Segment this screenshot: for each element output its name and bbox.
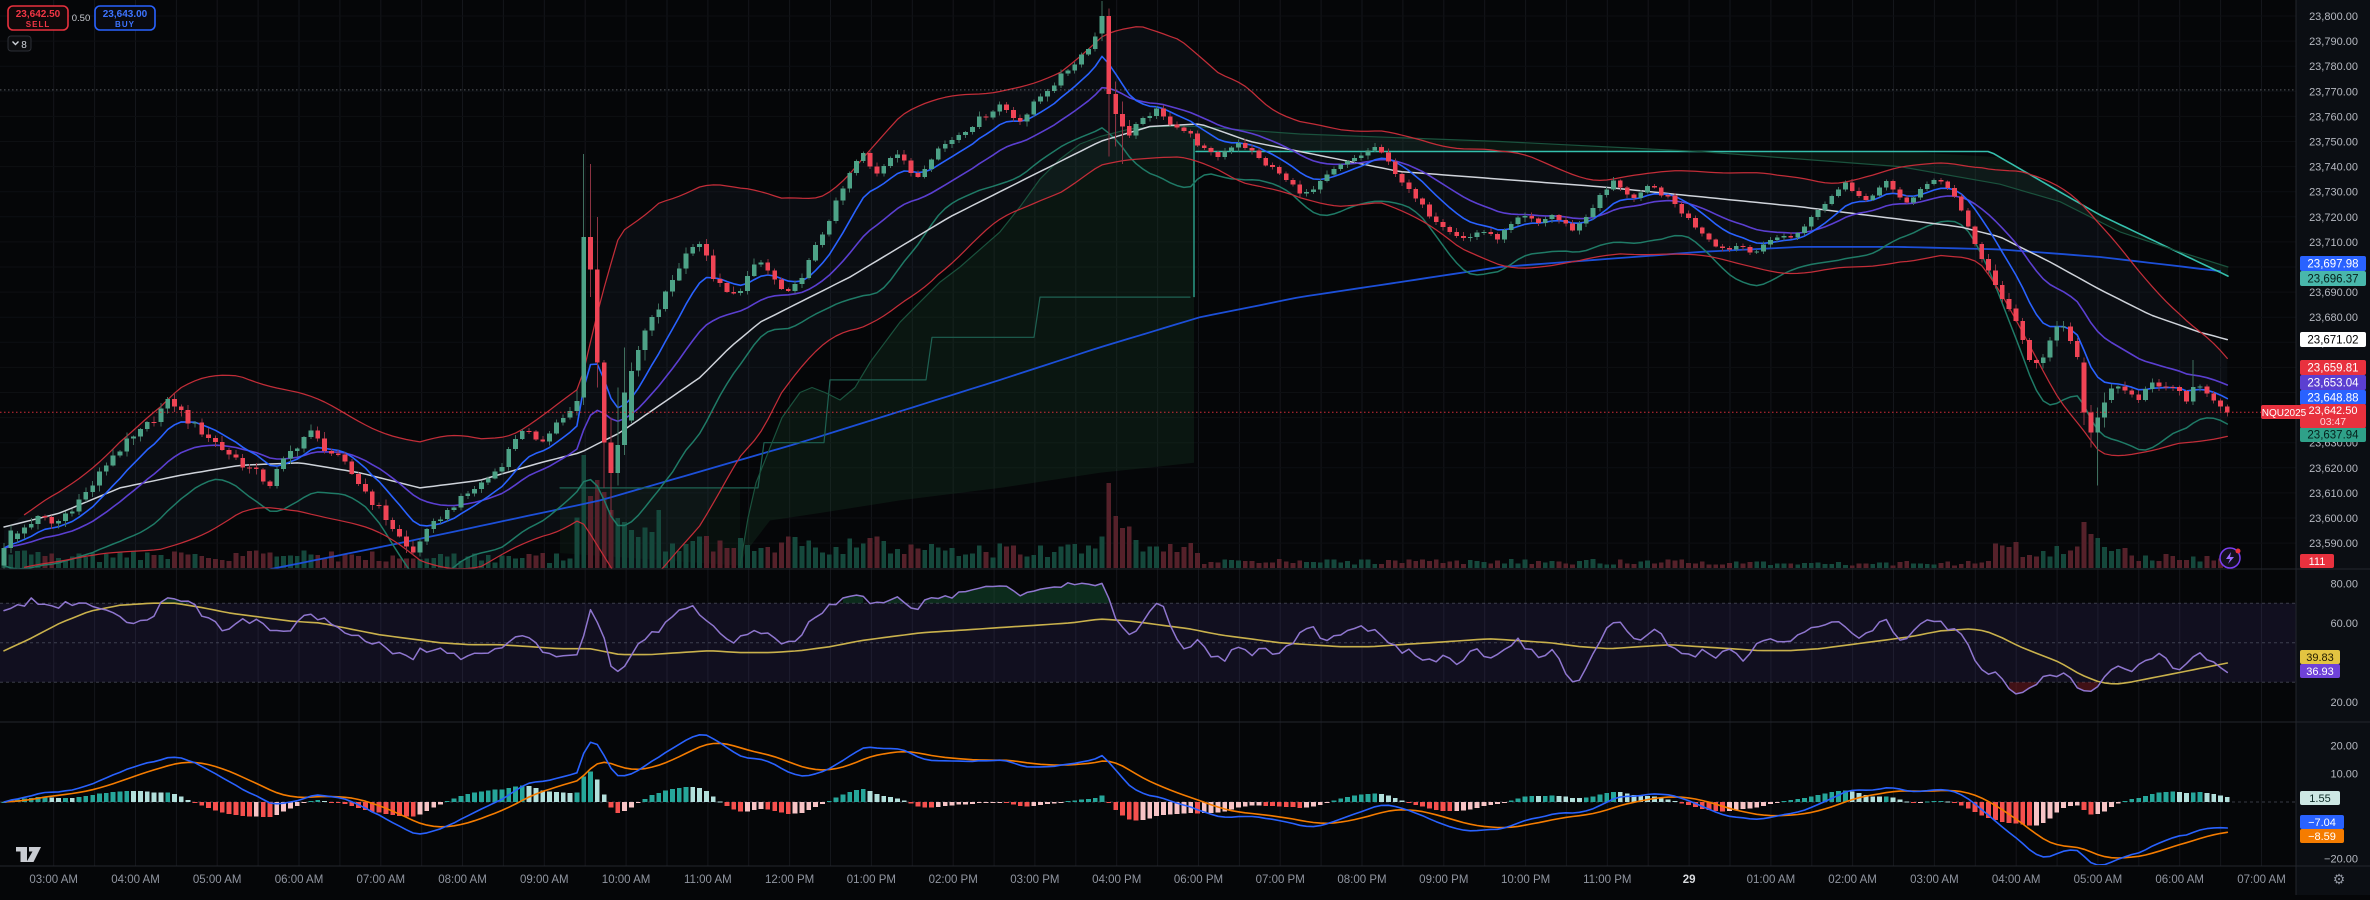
svg-text:03:00 AM: 03:00 AM	[1910, 874, 1959, 886]
svg-text:23,790.00: 23,790.00	[2309, 36, 2358, 48]
svg-text:1.55: 1.55	[2309, 793, 2330, 805]
svg-text:23,697.98: 23,697.98	[2307, 259, 2358, 271]
svg-text:20.00: 20.00	[2330, 697, 2358, 709]
svg-text:23,770.00: 23,770.00	[2309, 86, 2358, 98]
svg-text:10.00: 10.00	[2330, 769, 2358, 781]
svg-text:11:00 PM: 11:00 PM	[1583, 874, 1631, 886]
svg-text:12:00 PM: 12:00 PM	[765, 874, 814, 886]
svg-text:23,590.00: 23,590.00	[2309, 538, 2358, 550]
svg-text:−8.59: −8.59	[2308, 831, 2336, 843]
svg-text:23,642.50: 23,642.50	[16, 9, 61, 20]
svg-text:23,610.00: 23,610.00	[2309, 488, 2358, 500]
svg-text:08:00 PM: 08:00 PM	[1337, 874, 1386, 886]
svg-text:23,690.00: 23,690.00	[2309, 287, 2358, 299]
svg-text:23,800.00: 23,800.00	[2309, 11, 2358, 23]
svg-text:80.00: 80.00	[2330, 579, 2358, 591]
svg-text:NQU2025: NQU2025	[2262, 408, 2307, 419]
svg-text:23,740.00: 23,740.00	[2309, 162, 2358, 174]
svg-text:07:00 AM: 07:00 AM	[357, 874, 406, 886]
svg-text:20.00: 20.00	[2330, 740, 2358, 752]
svg-text:23,780.00: 23,780.00	[2309, 61, 2358, 73]
svg-text:23,653.04: 23,653.04	[2307, 378, 2359, 390]
svg-text:23,659.81: 23,659.81	[2307, 363, 2358, 375]
svg-text:23,760.00: 23,760.00	[2309, 111, 2358, 123]
svg-text:09:00 AM: 09:00 AM	[520, 874, 569, 886]
svg-text:29: 29	[1683, 874, 1696, 886]
svg-text:05:00 AM: 05:00 AM	[2074, 874, 2123, 886]
svg-text:23,648.88: 23,648.88	[2307, 393, 2358, 405]
svg-text:23,750.00: 23,750.00	[2309, 137, 2358, 149]
svg-text:02:00 PM: 02:00 PM	[929, 874, 978, 886]
svg-text:23,643.00: 23,643.00	[103, 9, 148, 20]
svg-text:111: 111	[2309, 556, 2326, 568]
svg-text:23,637.94: 23,637.94	[2307, 430, 2359, 442]
svg-text:BUY: BUY	[115, 20, 135, 29]
svg-text:05:00 AM: 05:00 AM	[193, 874, 242, 886]
svg-text:−20.00: −20.00	[2324, 854, 2358, 866]
svg-text:23,730.00: 23,730.00	[2309, 187, 2358, 199]
svg-text:10:00 PM: 10:00 PM	[1501, 874, 1550, 886]
svg-text:23,710.00: 23,710.00	[2309, 237, 2358, 249]
svg-text:01:00 AM: 01:00 AM	[1747, 874, 1796, 886]
svg-text:23,696.37: 23,696.37	[2307, 274, 2358, 286]
svg-text:23,680.00: 23,680.00	[2309, 312, 2358, 324]
svg-text:23,600.00: 23,600.00	[2309, 513, 2358, 525]
svg-text:04:00 AM: 04:00 AM	[1992, 874, 2041, 886]
svg-text:03:00 AM: 03:00 AM	[29, 874, 78, 886]
svg-text:60.00: 60.00	[2330, 618, 2358, 630]
svg-text:8: 8	[21, 40, 27, 51]
svg-text:23,671.02: 23,671.02	[2307, 335, 2358, 347]
svg-text:07:00 PM: 07:00 PM	[1256, 874, 1305, 886]
svg-text:SELL: SELL	[26, 20, 50, 29]
svg-text:06:00 AM: 06:00 AM	[275, 874, 324, 886]
svg-text:39.83: 39.83	[2306, 652, 2334, 664]
svg-text:09:00 PM: 09:00 PM	[1419, 874, 1468, 886]
svg-text:03:47: 03:47	[2320, 416, 2346, 428]
svg-text:04:00 AM: 04:00 AM	[111, 874, 160, 886]
svg-text:23,620.00: 23,620.00	[2309, 463, 2358, 475]
svg-text:23,642.50: 23,642.50	[2309, 405, 2358, 417]
svg-text:−7.04: −7.04	[2308, 817, 2336, 829]
svg-text:06:00 PM: 06:00 PM	[1174, 874, 1223, 886]
svg-text:03:00 PM: 03:00 PM	[1010, 874, 1059, 886]
svg-text:⚙: ⚙	[2333, 871, 2346, 887]
svg-text:07:00 AM: 07:00 AM	[2237, 874, 2286, 886]
svg-text:11:00 AM: 11:00 AM	[684, 874, 732, 886]
svg-text:0.50: 0.50	[72, 13, 91, 24]
svg-text:08:00 AM: 08:00 AM	[438, 874, 487, 886]
svg-text:23,720.00: 23,720.00	[2309, 212, 2358, 224]
svg-text:06:00 AM: 06:00 AM	[2155, 874, 2204, 886]
svg-text:36.93: 36.93	[2306, 666, 2334, 678]
svg-text:04:00 PM: 04:00 PM	[1092, 874, 1141, 886]
svg-text:10:00 AM: 10:00 AM	[602, 874, 651, 886]
svg-text:02:00 AM: 02:00 AM	[1828, 874, 1877, 886]
svg-text:01:00 PM: 01:00 PM	[847, 874, 896, 886]
